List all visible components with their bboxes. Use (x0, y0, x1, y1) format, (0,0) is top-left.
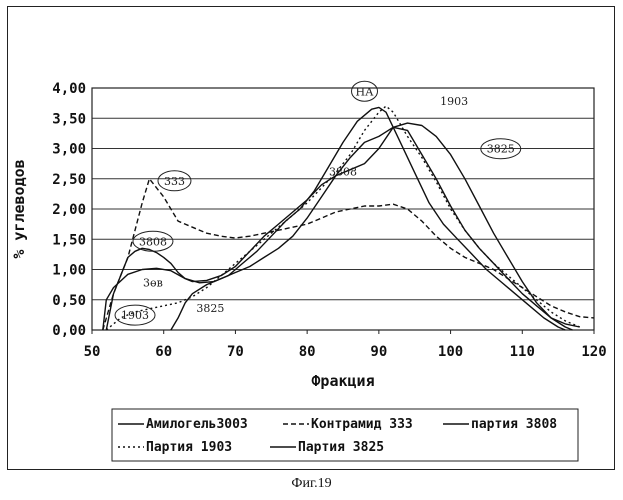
y-tick-label: 0,00 (52, 323, 86, 339)
y-tick-label: 4,00 (52, 81, 86, 97)
legend-box (111, 408, 579, 462)
x-tick-label: 70 (227, 344, 244, 360)
annotation-circle (157, 170, 192, 192)
series-line-5 (170, 122, 573, 331)
x-axis-label: Фракция (311, 372, 374, 390)
y-tick-label: 1,00 (52, 263, 86, 279)
y-tick-label: 2,50 (52, 172, 86, 188)
x-tick-label: 110 (510, 344, 535, 360)
chart-annotation: 3825 (196, 302, 224, 315)
y-axis-label: % углеводов (10, 159, 28, 258)
x-tick-label: 60 (155, 344, 172, 360)
x-tick-label: 90 (370, 344, 387, 360)
chart-annotation: 3808 (139, 235, 167, 248)
legend-entry: партия 3808 (471, 417, 557, 432)
x-tick-label: 100 (438, 344, 463, 360)
chart-annotation: 3808 (329, 166, 357, 179)
series-line-4 (105, 105, 580, 331)
x-tick-label: 120 (581, 344, 606, 360)
y-tick-label: 3,00 (52, 142, 86, 158)
legend-entry: Партия 3825 (298, 440, 384, 455)
legend-entry: Партия 1903 (146, 440, 232, 455)
chart-annotation: 3өв (143, 276, 163, 289)
y-tick-label: 0,50 (52, 293, 86, 309)
chart-annotation: 333 (164, 175, 185, 188)
x-tick-label: 80 (299, 344, 316, 360)
chart-annotation: 1903 (440, 95, 468, 108)
series-line-1 (102, 106, 566, 331)
y-tick-label: 3,50 (52, 111, 86, 127)
legend-entry: Контрамид 333 (311, 417, 413, 432)
chart-annotation: 3825 (487, 143, 515, 156)
x-tick-label: 50 (84, 344, 101, 360)
y-tick-label: 1,50 (52, 232, 86, 248)
annotation-circle (351, 80, 379, 102)
series-line-3 (105, 126, 580, 331)
annotation-circle (132, 230, 174, 252)
chart: 0,00 0,50 1,00 1,50 2,00 2,50 3,00 3,50 4,00 50 60… (10, 80, 607, 462)
y-tick-label: 2,00 (52, 202, 86, 218)
plot-area (91, 87, 595, 331)
series-line-2 (102, 178, 595, 331)
annotation-circle (114, 304, 156, 326)
figure-caption: Фиг.19 (291, 476, 332, 491)
legend-entry: Амилогель3003 (146, 417, 248, 432)
chart-annotation: 1903 (121, 309, 149, 322)
chart-annotation: НА (356, 85, 375, 98)
chart-frame (7, 6, 615, 470)
annotation-circle (480, 138, 522, 160)
